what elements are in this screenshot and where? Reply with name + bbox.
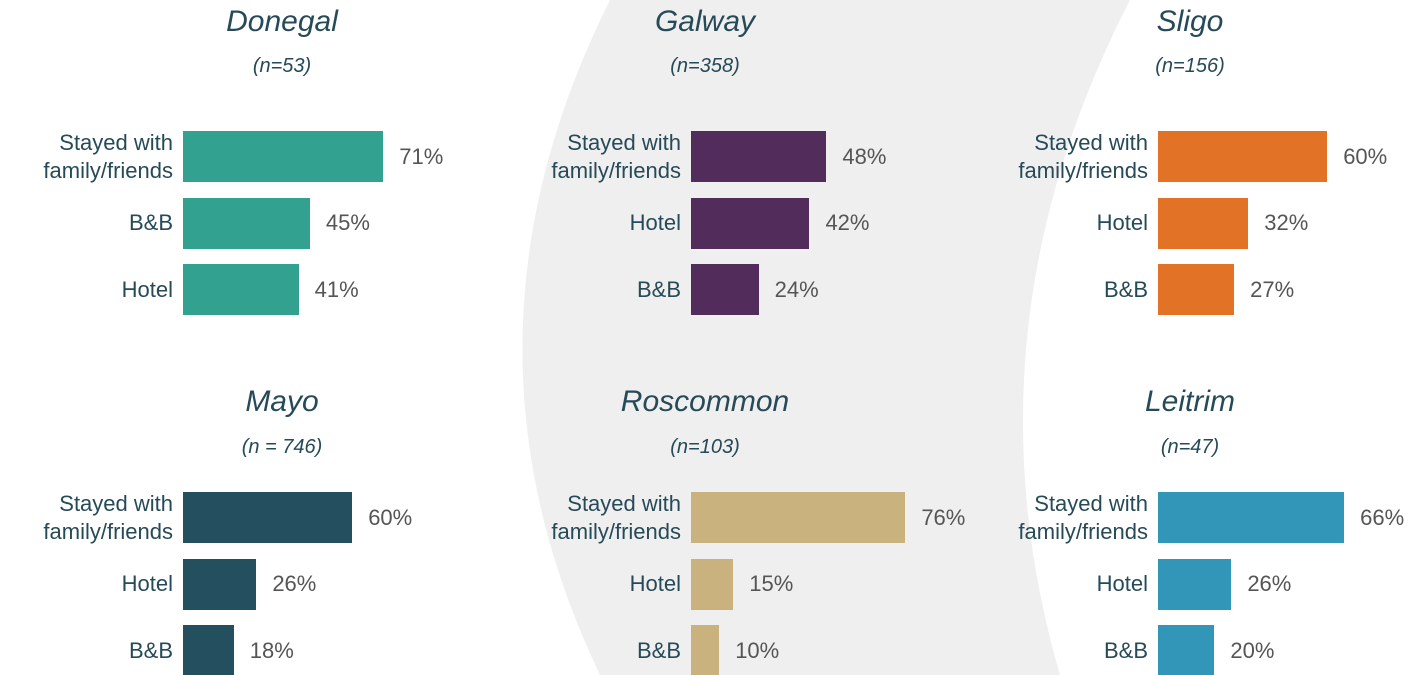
chart-subtitle: (n=156) [1155, 55, 1225, 77]
chart-title: Galway [654, 5, 756, 38]
category-label: Hotel [121, 276, 173, 302]
chart-subtitle: (n = 746) [241, 436, 323, 458]
value-label: 41% [314, 276, 359, 302]
bar [183, 131, 384, 182]
value-label: 48% [842, 143, 887, 169]
value-label: 10% [735, 637, 780, 663]
bar [691, 492, 906, 543]
value-label: 32% [1264, 210, 1309, 235]
bar [691, 264, 759, 315]
bar [183, 197, 310, 249]
bar [183, 558, 257, 610]
bar [183, 625, 234, 675]
category-label: Stayed with family/friends [1018, 490, 1148, 544]
chart-subtitle: (n=47) [1160, 436, 1220, 458]
category-label: Stayed with family/friends [43, 490, 173, 544]
category-label: Hotel [1096, 571, 1148, 596]
bar [691, 131, 827, 182]
bar [691, 625, 720, 675]
category-label: Hotel [629, 210, 681, 235]
value-label: 18% [249, 637, 294, 663]
category-label: Hotel [1096, 210, 1148, 235]
category-label: B&B [128, 637, 173, 663]
chart-title: Roscommon [620, 385, 790, 418]
value-label: 66% [1360, 504, 1405, 530]
bar [1158, 264, 1235, 315]
value-label: 26% [1247, 571, 1292, 596]
bar [691, 197, 810, 249]
category-label: B&B [1103, 637, 1148, 663]
bar [1158, 131, 1328, 182]
value-label: 71% [399, 143, 444, 169]
chart-title: Mayo [245, 385, 319, 418]
bar [691, 558, 734, 610]
chart-title: Donegal [226, 5, 338, 38]
chart-title: Sligo [1156, 5, 1224, 38]
bar [1158, 558, 1232, 610]
chart-subtitle: (n=103) [670, 436, 740, 458]
value-label: 24% [774, 276, 819, 302]
category-label: Hotel [121, 571, 173, 596]
category-label: B&B [636, 276, 681, 302]
arc-shape [522, 0, 1130, 675]
category-label: B&B [128, 210, 173, 235]
bar [1158, 197, 1249, 249]
value-label: 45% [325, 210, 370, 235]
category-label: Stayed with family/friends [551, 490, 681, 544]
value-label: 60% [1343, 143, 1388, 169]
value-label: 42% [825, 210, 870, 235]
category-label: B&B [636, 637, 681, 663]
value-label: 15% [749, 571, 794, 596]
value-label: 26% [272, 571, 317, 596]
chart-title: Leitrim [1144, 385, 1236, 418]
bar [183, 492, 353, 543]
category-label: Stayed with family/friends [551, 129, 681, 183]
bar [1158, 492, 1345, 543]
category-label: B&B [1103, 276, 1148, 302]
category-label: Hotel [629, 571, 681, 596]
value-label: 27% [1250, 276, 1295, 302]
value-label: 20% [1230, 637, 1275, 663]
chart-subtitle: (n=53) [252, 55, 312, 77]
value-label: 76% [921, 504, 966, 530]
category-label: Stayed with family/friends [1018, 129, 1148, 183]
category-label: Stayed with family/friends [43, 129, 173, 183]
bar [1158, 625, 1215, 675]
chart-subtitle: (n=358) [670, 55, 740, 77]
value-label: 60% [368, 504, 413, 530]
bar [183, 264, 299, 315]
